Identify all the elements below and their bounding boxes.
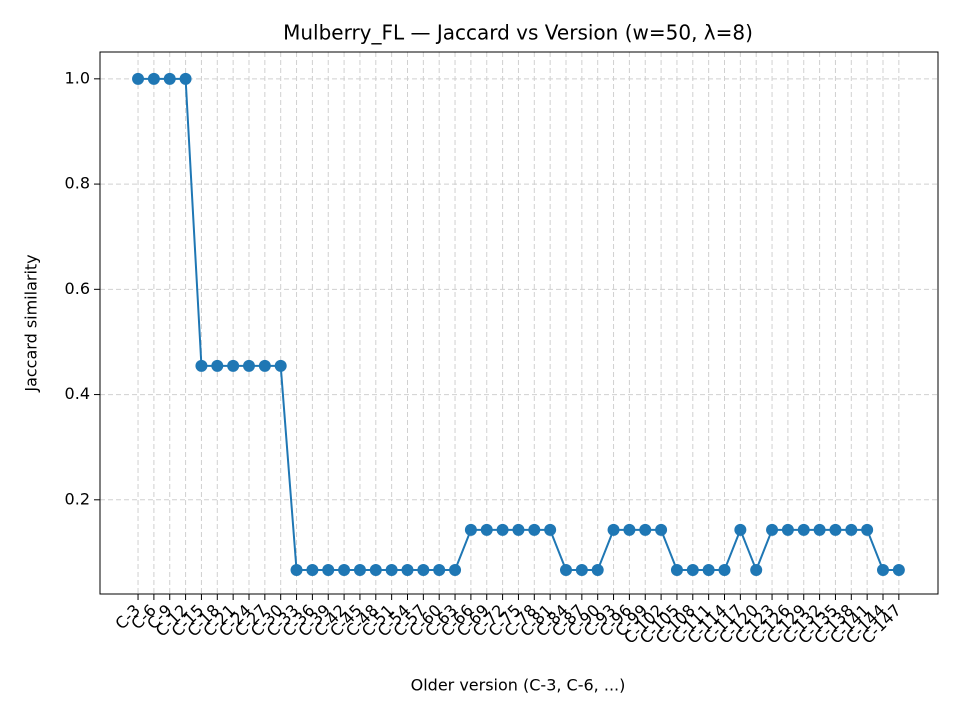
data-point [433,563,446,576]
data-point [718,563,731,576]
data-point [211,359,224,372]
data-point [702,563,715,576]
data-point [496,523,509,536]
data-point [766,523,779,536]
data-point [670,563,683,576]
data-point [306,563,319,576]
data-point [258,359,271,372]
y-tick-label: 1.0 [65,68,90,87]
data-point [861,523,874,536]
data-point [290,563,303,576]
y-tick-label: 0.8 [65,174,90,193]
data-point [132,72,145,85]
data-point [449,563,462,576]
data-point [655,523,668,536]
data-point [623,523,636,536]
data-point [385,563,398,576]
data-point [607,523,620,536]
data-point [813,523,826,536]
data-point [401,563,414,576]
chart-title: Mulberry_FL — Jaccard vs Version (w=50, … [283,21,753,45]
data-point [892,563,905,576]
y-axis-label: Jaccard similarity [22,254,41,392]
data-point [686,563,699,576]
data-point [480,523,493,536]
data-point [591,563,604,576]
y-tick-label: 0.6 [65,279,90,298]
data-point [464,523,477,536]
data-point [274,359,287,372]
data-point [781,523,794,536]
data-point [876,563,889,576]
data-point [195,359,208,372]
data-point [512,523,525,536]
data-point [559,563,572,576]
data-point [544,523,557,536]
data-point [797,523,810,536]
data-point [639,523,652,536]
data-point [528,523,541,536]
plot-frame [99,51,939,595]
data-point [845,523,858,536]
data-point [417,563,430,576]
y-tick-label: 0.2 [65,489,90,508]
data-point [734,523,747,536]
x-axis-label: Older version (C-3, C-6, ...) [411,676,626,695]
data-point [227,359,240,372]
data-point [575,563,588,576]
data-point [322,563,335,576]
data-point [338,563,351,576]
y-tick-label: 0.4 [65,384,90,403]
data-point [353,563,366,576]
data-point [147,72,160,85]
data-point [163,72,176,85]
data-point [750,563,763,576]
data-point [179,72,192,85]
data-point [242,359,255,372]
data-point [829,523,842,536]
data-point [369,563,382,576]
